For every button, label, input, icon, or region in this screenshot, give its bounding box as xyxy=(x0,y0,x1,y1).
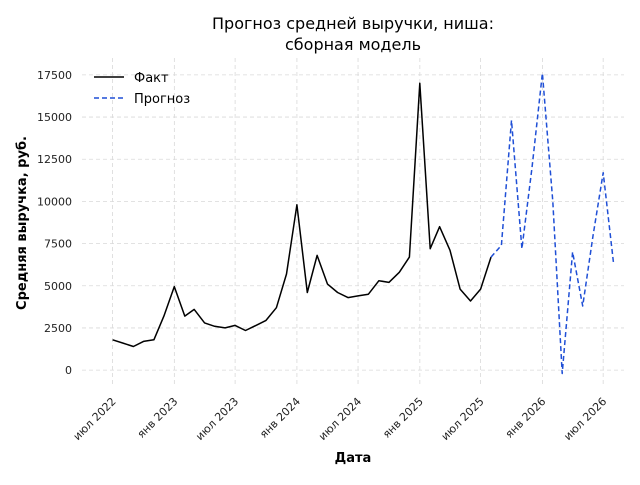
x-tick-label: июл 2024 xyxy=(316,395,364,443)
series-line-0 xyxy=(112,82,492,348)
series-layer xyxy=(112,72,615,375)
x-tick-label: июл 2023 xyxy=(193,395,241,443)
y-tick-label: 17500 xyxy=(37,69,72,82)
legend: Факт Прогноз xyxy=(94,71,190,107)
x-tick-label: июл 2026 xyxy=(561,395,609,443)
x-tick-label: янв 2025 xyxy=(380,395,426,441)
legend-label-fact: Факт xyxy=(134,71,169,86)
x-axis-label: Дата xyxy=(335,451,372,466)
y-tick-label: 2500 xyxy=(44,322,72,335)
y-tick-label: 15000 xyxy=(37,111,72,124)
legend-label-forecast: Прогноз xyxy=(134,92,190,107)
chart-title-line1: Прогноз средней выручки, ниша: xyxy=(212,14,494,33)
x-tick-label: июл 2022 xyxy=(71,395,119,443)
series-line-1 xyxy=(490,72,615,375)
y-tick-labels: 0 2500 5000 7500 10000 12500 15000 17500 xyxy=(37,69,72,377)
chart-title-line2: сборная модель xyxy=(285,35,421,54)
y-tick-label: 12500 xyxy=(37,153,72,166)
y-tick-label: 10000 xyxy=(37,195,72,208)
y-tick-label: 7500 xyxy=(44,238,72,251)
x-tick-labels: июл 2022 янв 2023 июл 2023 янв 2024 июл 2024… xyxy=(71,395,610,443)
x-tick-label: янв 2024 xyxy=(257,395,303,441)
x-tick-label: янв 2023 xyxy=(135,395,181,441)
grid-layer xyxy=(82,58,624,387)
y-tick-label: 0 xyxy=(65,364,72,377)
y-axis-label: Средняя выручка, руб. xyxy=(15,136,30,310)
y-tick-label: 5000 xyxy=(44,280,72,293)
x-tick-label: янв 2026 xyxy=(503,395,549,441)
x-tick-label: июл 2025 xyxy=(439,395,487,443)
